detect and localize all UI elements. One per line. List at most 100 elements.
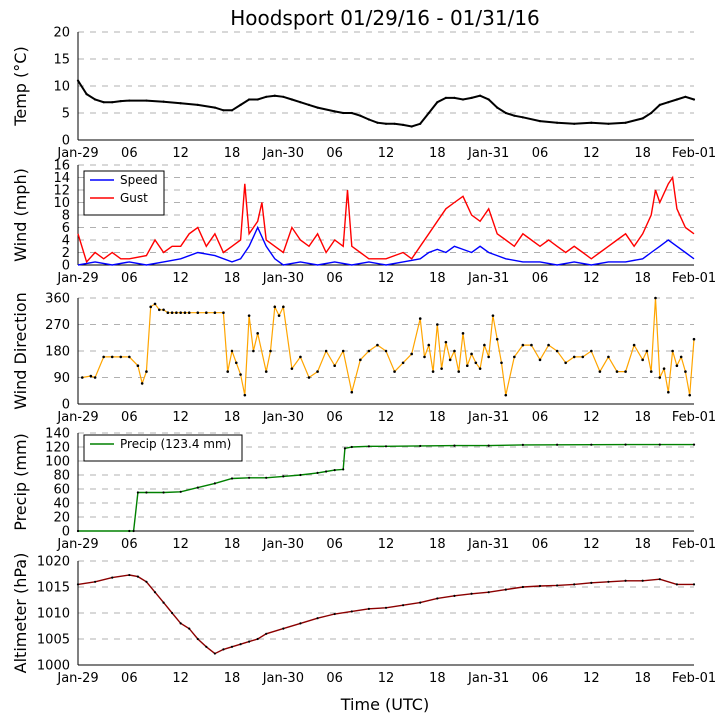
series-point	[521, 585, 524, 589]
direction-point	[93, 376, 97, 379]
direction-point	[273, 305, 277, 309]
series-point	[461, 98, 465, 101]
series-point	[607, 580, 610, 583]
legend-label: Speed	[120, 173, 158, 187]
series-point	[521, 443, 524, 446]
x-tick-label: 06	[121, 410, 138, 425]
series-line-temp	[77, 80, 695, 128]
series-point	[196, 486, 199, 489]
y-tick-label: 10	[53, 196, 70, 211]
y-tick-label: 20	[53, 511, 70, 526]
direction-point	[448, 358, 452, 362]
direction-point	[495, 337, 499, 341]
series-point	[658, 578, 661, 581]
direction-point	[572, 355, 576, 359]
direction-point	[128, 355, 131, 359]
direction-point	[205, 311, 208, 315]
series-point	[453, 96, 456, 99]
series-point	[624, 579, 627, 582]
direction-point	[500, 361, 503, 365]
series-point	[342, 468, 345, 471]
direction-point	[290, 367, 294, 370]
series-point	[470, 96, 473, 99]
direction-point	[277, 314, 281, 317]
x-tick-label: 12	[583, 410, 600, 425]
direction-point	[179, 311, 182, 315]
series-point	[343, 447, 347, 450]
legend-label: Gust	[120, 191, 148, 205]
series-point	[248, 640, 251, 643]
series-point	[239, 103, 242, 106]
direction-point	[478, 367, 482, 370]
x-tick-label: 18	[429, 537, 446, 552]
series-point	[111, 101, 114, 104]
series-point	[213, 482, 216, 485]
direction-point	[521, 343, 525, 347]
y-tick-label: 0	[62, 134, 70, 149]
x-tick-label: 18	[224, 146, 241, 161]
series-point	[513, 114, 516, 117]
y-tick-label: 90	[53, 371, 70, 386]
direction-point	[671, 349, 674, 353]
direction-point	[431, 370, 435, 373]
x-tick-label: 12	[583, 671, 600, 686]
series-point	[128, 529, 131, 533]
direction-line	[82, 297, 695, 396]
series-point	[94, 580, 97, 583]
direction-point	[80, 376, 84, 379]
y-tick-label: 140	[45, 427, 70, 442]
series-point	[239, 643, 242, 646]
series-point	[350, 445, 353, 449]
series-point	[538, 120, 542, 123]
x-tick-label: 12	[172, 537, 189, 552]
x-tick-label: 12	[378, 410, 395, 425]
direction-point	[684, 370, 687, 373]
direction-point	[140, 382, 144, 385]
series-line-speed	[77, 225, 695, 266]
direction-point	[444, 340, 448, 344]
series-point	[624, 443, 627, 446]
legend-box	[83, 170, 165, 216]
series-point	[145, 580, 148, 583]
series-point	[453, 444, 456, 447]
x-tick-label: Jan-31	[467, 410, 509, 425]
direction-point	[333, 364, 336, 368]
x-tick-label: 18	[634, 671, 651, 686]
x-tick-label: 12	[583, 146, 600, 161]
series-point	[641, 579, 644, 582]
x-tick-label: 18	[224, 671, 241, 686]
direction-point	[615, 370, 619, 373]
direction-point	[350, 390, 354, 394]
x-tick-label: Jan-30	[262, 410, 304, 425]
series-point	[162, 601, 165, 604]
y-tick-label: 80	[53, 469, 70, 484]
direction-point	[598, 370, 602, 373]
series-line-altimeter	[77, 574, 694, 655]
x-tick-label: Jan-29	[56, 537, 98, 552]
direction-point	[119, 355, 123, 359]
direction-point	[324, 349, 328, 353]
direction-point	[136, 364, 140, 368]
x-tick-label: 12	[583, 537, 600, 552]
direction-point	[213, 311, 217, 315]
x-tick-label: 18	[224, 537, 241, 552]
series-point	[162, 491, 165, 494]
series-point	[179, 490, 182, 493]
series-point	[179, 102, 182, 105]
x-tick-label: 12	[172, 271, 189, 286]
legend-box	[83, 434, 243, 462]
series-point	[444, 96, 447, 99]
direction-point	[564, 361, 567, 365]
series-point	[76, 79, 80, 82]
y-axis-label: Altimeter (hPa)	[11, 553, 30, 674]
series-point	[230, 477, 234, 480]
series-point	[504, 111, 507, 115]
series-point	[384, 445, 388, 448]
series-point	[590, 581, 593, 584]
series-point	[436, 101, 439, 104]
y-tick-label: 1020	[37, 555, 70, 570]
x-tick-label: Feb-01	[672, 410, 716, 425]
series-point	[136, 491, 139, 494]
x-tick-label: 18	[634, 537, 651, 552]
